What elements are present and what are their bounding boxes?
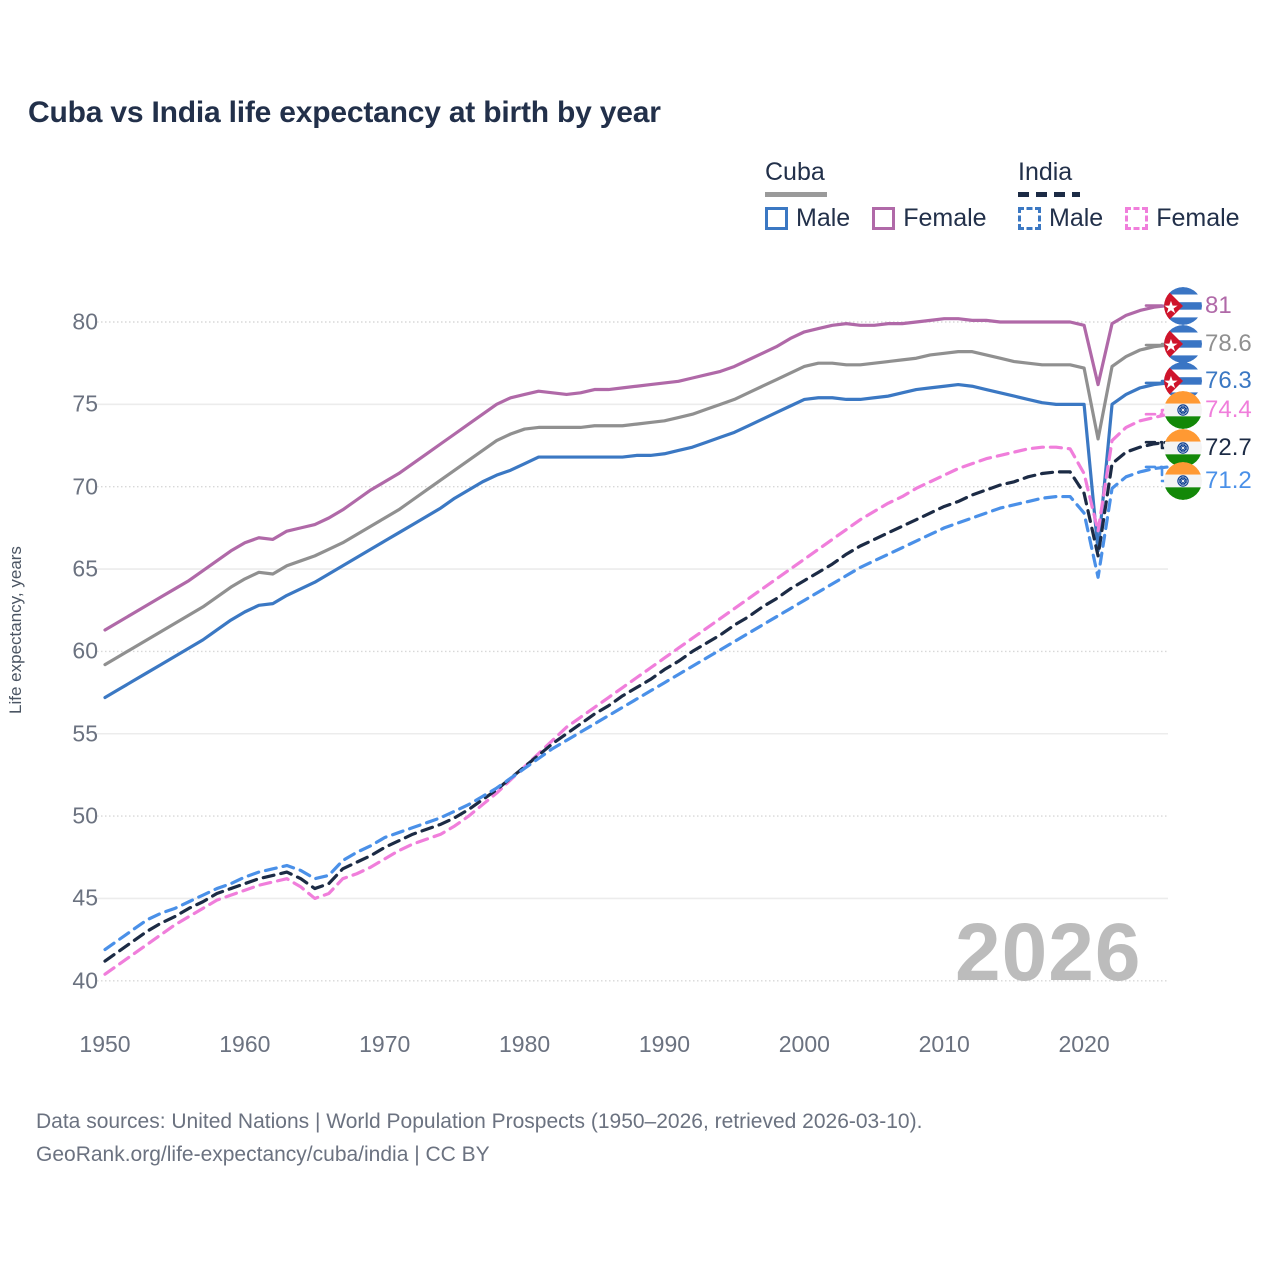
y-axis-ticks: 40 45 50 55 60 65 70 75 80 [18,0,98,1280]
series-line-cuba-total [103,343,1170,667]
cuba-flag-icon [1164,287,1202,325]
series-line-india-male [103,465,1170,952]
x-tick-1980: 1980 [499,1031,551,1057]
chart-legend: Cuba Male Female India Male [760,160,1260,240]
end-value-cuba-total: 78.6 [1205,330,1252,357]
footer-line-sources: Data sources: United Nations | World Pop… [36,1110,923,1133]
end-value-cuba-male: 76.3 [1205,367,1252,394]
legend-item-india-female[interactable]: Female [1125,204,1240,232]
legend-swatch-cuba-female [872,207,896,230]
india-flag-icon [1164,429,1202,467]
end-value-cuba-female: 81 [1205,292,1232,319]
end-value-india-total: 72.7 [1205,434,1252,461]
end-value-india-male: 71.2 [1205,467,1252,494]
legend-item-india-male[interactable]: Male [1018,206,1103,231]
legend-item-cuba-male[interactable]: Male [765,206,850,231]
page-title: Cuba vs India life expectancy at birth b… [28,96,661,129]
y-tick-75: 75 [72,390,98,417]
end-connector-india-total [1144,440,1174,450]
legend-swatch-india-female [1125,207,1149,230]
series-lines [103,303,1170,976]
y-tick-65: 65 [72,555,98,582]
series-line-cuba-male [103,381,1170,700]
legend-rule-india [1018,192,1080,197]
x-tick-1970: 1970 [359,1031,411,1057]
x-tick-1950: 1950 [79,1031,131,1057]
legend-item-cuba-female[interactable]: Female [872,204,987,232]
y-tick-40: 40 [72,967,98,994]
footer-credits: Data sources: United Nations | World Pop… [36,1106,922,1171]
legend-swatch-india-male [1018,207,1041,230]
x-tick-1960: 1960 [219,1031,271,1057]
legend-country-cuba: Cuba [765,158,825,186]
end-value-india-female: 74.4 [1205,396,1252,423]
y-tick-50: 50 [72,802,98,829]
y-tick-55: 55 [72,720,98,747]
x-tick-1990: 1990 [638,1031,691,1057]
legend-label-cuba-male: Male [796,204,851,232]
y-tick-70: 70 [72,473,98,500]
legend-swatch-cuba-male [765,207,788,230]
legend-group-india: India Male Female [1018,160,1240,231]
india-flag-icon [1164,391,1202,429]
y-tick-60: 60 [72,637,98,664]
gridlines [97,321,1168,982]
series-line-india-female [103,412,1170,976]
legend-label-india-male: Male [1049,204,1104,232]
year-watermark: 2026 [955,907,1142,998]
x-tick-2020: 2020 [1058,1031,1110,1057]
series-line-india-total [103,440,1170,963]
india-flag-icon [1164,462,1202,500]
x-tick-2000: 2000 [778,1031,830,1057]
series-line-cuba-female [103,303,1170,632]
legend-group-cuba: Cuba Male Female [765,160,987,231]
y-tick-80: 80 [72,308,98,335]
footer-line-url: GeoRank.org/life-expectancy/cuba/india |… [36,1142,490,1166]
cuba-flag-icon [1164,325,1202,363]
legend-country-india: India [1018,158,1073,186]
legend-label-cuba-female: Female [903,204,987,232]
x-tick-2010: 2010 [918,1031,970,1057]
legend-label-india-female: Female [1156,204,1240,232]
y-tick-45: 45 [72,884,98,911]
legend-rule-cuba [765,192,827,197]
